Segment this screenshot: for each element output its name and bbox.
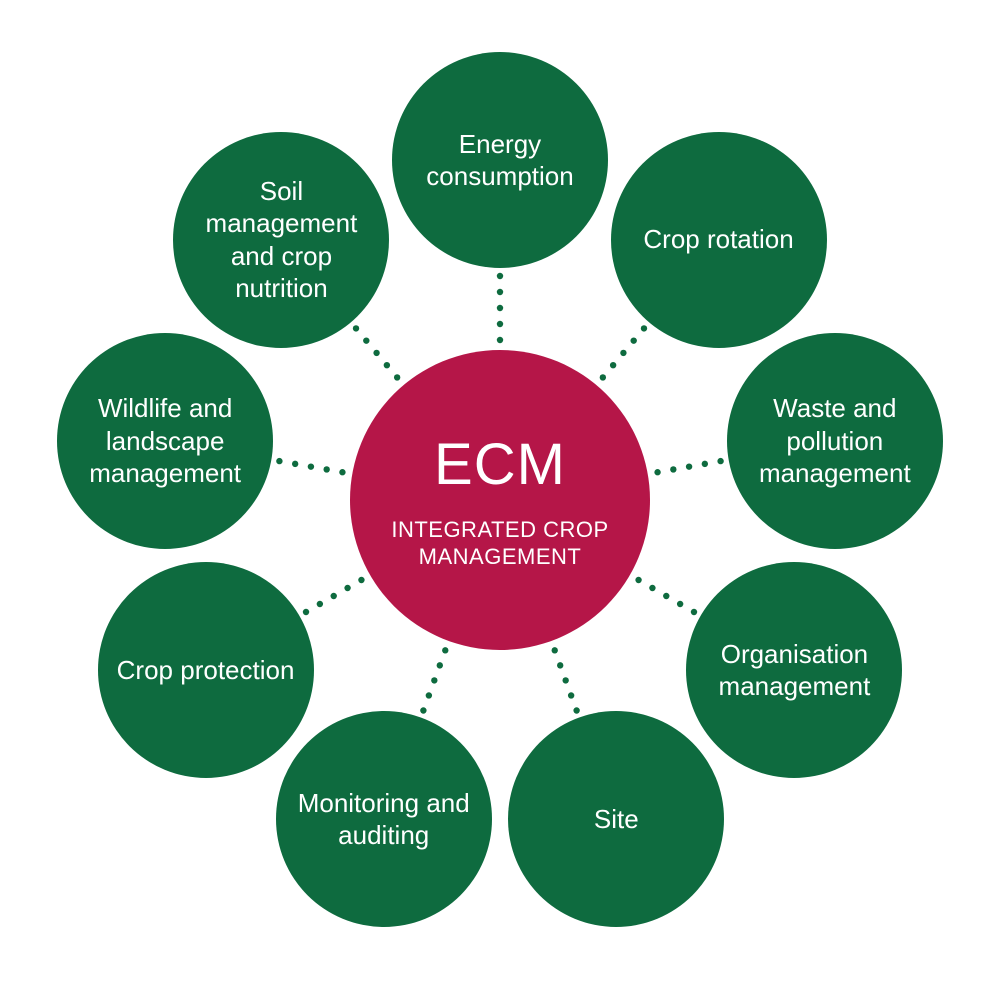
connector-dot bbox=[358, 577, 364, 583]
connector-dot bbox=[610, 362, 616, 368]
outer-node-label: Crop protection bbox=[117, 654, 295, 687]
connector-dot bbox=[635, 577, 641, 583]
connector-dot bbox=[363, 337, 369, 343]
connector-dot bbox=[308, 463, 314, 469]
connector-dot bbox=[442, 647, 448, 653]
connector-dot bbox=[686, 463, 692, 469]
outer-node: Wildlife and landscape management bbox=[57, 333, 273, 549]
center-title: ECM bbox=[434, 429, 566, 502]
center-subtitle: INTEGRATED CROPMANAGEMENT bbox=[391, 516, 608, 571]
outer-node: Crop protection bbox=[98, 562, 314, 778]
outer-node: Crop rotation bbox=[611, 132, 827, 348]
outer-node-label: Soil management and crop nutrition bbox=[191, 175, 371, 305]
connector-dot bbox=[303, 609, 309, 615]
connector-dot bbox=[323, 466, 329, 472]
outer-node: Energy consumption bbox=[392, 52, 608, 268]
connector-dot bbox=[344, 585, 350, 591]
outer-node-label: Site bbox=[594, 803, 639, 836]
connector-dot bbox=[437, 662, 443, 668]
connector-dot bbox=[339, 469, 345, 475]
outer-node: Monitoring and auditing bbox=[276, 711, 492, 927]
connector-dot bbox=[497, 337, 503, 343]
outer-node: Organisation management bbox=[686, 562, 902, 778]
connector-dot bbox=[497, 321, 503, 327]
connector-dot bbox=[331, 593, 337, 599]
connector-dot bbox=[568, 692, 574, 698]
connector-dot bbox=[600, 374, 606, 380]
connector-dot bbox=[641, 325, 647, 331]
connector-dot bbox=[562, 677, 568, 683]
outer-node-label: Wildlife and landscape management bbox=[75, 392, 255, 490]
diagram-stage: ECM INTEGRATED CROPMANAGEMENT Energy consu… bbox=[0, 0, 1000, 1000]
outer-node: Site bbox=[508, 711, 724, 927]
connector-dot bbox=[654, 469, 660, 475]
connector-dot bbox=[497, 289, 503, 295]
outer-node: Waste and pollution management bbox=[727, 333, 943, 549]
connector-dot bbox=[663, 593, 669, 599]
center-subtitle-line2: MANAGEMENT bbox=[391, 543, 608, 571]
center-node: ECM INTEGRATED CROPMANAGEMENT bbox=[350, 350, 650, 650]
connector-dot bbox=[394, 374, 400, 380]
outer-node-label: Crop rotation bbox=[643, 223, 793, 256]
connector-dot bbox=[420, 707, 426, 713]
connector-dot bbox=[384, 362, 390, 368]
connector-dot bbox=[557, 662, 563, 668]
connector-dot bbox=[691, 609, 697, 615]
outer-node-label: Organisation management bbox=[704, 638, 884, 703]
connector-dot bbox=[630, 337, 636, 343]
outer-node: Soil management and crop nutrition bbox=[173, 132, 389, 348]
connector-dot bbox=[620, 350, 626, 356]
connector-dot bbox=[717, 458, 723, 464]
connector-dot bbox=[677, 601, 683, 607]
connector-dot bbox=[573, 707, 579, 713]
connector-dot bbox=[276, 458, 282, 464]
connector-dot bbox=[353, 325, 359, 331]
connector-dot bbox=[552, 647, 558, 653]
connector-dot bbox=[497, 305, 503, 311]
connector-dot bbox=[292, 461, 298, 467]
connector-dot bbox=[431, 677, 437, 683]
outer-node-label: Energy consumption bbox=[410, 128, 590, 193]
connector-dot bbox=[670, 466, 676, 472]
connector-dot bbox=[649, 585, 655, 591]
connector-dot bbox=[373, 350, 379, 356]
center-subtitle-line1: INTEGRATED CROP bbox=[391, 516, 608, 544]
connector-dot bbox=[426, 692, 432, 698]
connector-dot bbox=[317, 601, 323, 607]
connector-dot bbox=[702, 461, 708, 467]
outer-node-label: Waste and pollution management bbox=[745, 392, 925, 490]
outer-node-label: Monitoring and auditing bbox=[294, 787, 474, 852]
connector-dot bbox=[497, 273, 503, 279]
